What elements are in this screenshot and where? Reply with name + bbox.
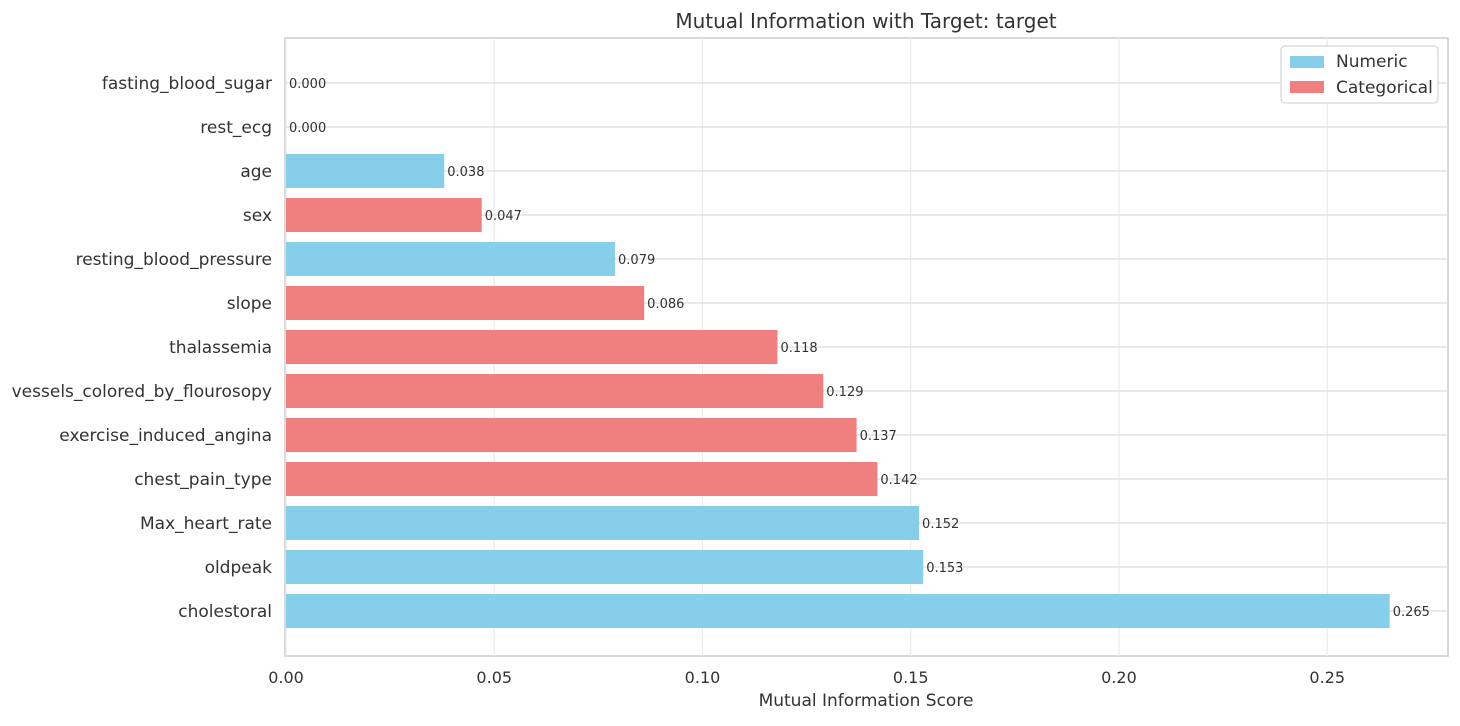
x-tick-label: 0.00 <box>268 668 304 687</box>
legend-label-categorical: Categorical <box>1336 78 1433 98</box>
x-tick-label: 0.25 <box>1309 668 1345 687</box>
y-tick-label: oldpeak <box>205 558 273 578</box>
legend: Numeric Categorical <box>1280 45 1439 104</box>
bar <box>286 462 878 496</box>
y-tick-label: thalassemia <box>169 338 272 358</box>
bar-value-label: 0.000 <box>289 77 326 92</box>
y-tick-label: age <box>240 162 272 182</box>
bar <box>286 242 616 276</box>
bar <box>286 506 920 540</box>
chart-title: Mutual Information with Target: target <box>675 9 1056 33</box>
bar-value-label: 0.038 <box>447 165 484 180</box>
y-tick-label: chest_pain_type <box>134 470 272 490</box>
bar-value-label: 0.079 <box>618 253 655 268</box>
y-tick-label: slope <box>227 294 272 314</box>
bar-value-label: 0.153 <box>926 561 963 576</box>
bar <box>286 550 924 584</box>
bar-value-label: 0.129 <box>826 385 863 400</box>
bar <box>286 418 857 452</box>
y-tick-label: vessels_colored_by_flourosopy <box>12 382 272 402</box>
bar <box>286 286 645 320</box>
bar <box>286 154 445 188</box>
y-tick-label: exercise_induced_angina <box>59 426 272 446</box>
x-tick-label: 0.20 <box>1101 668 1137 687</box>
y-tick-label: cholestoral <box>178 602 272 622</box>
axis-layer: 0.00 0.05 0.10 0.15 0.20 0.25 fasting_blood_su… <box>12 74 1345 687</box>
bar-value-label: 0.000 <box>289 121 326 136</box>
bar-value-label: 0.047 <box>485 209 522 224</box>
x-axis-label: Mutual Information Score <box>759 691 974 711</box>
y-tick-label: fasting_blood_sugar <box>102 74 272 94</box>
x-tick-label: 0.15 <box>893 668 929 687</box>
legend-swatch-numeric <box>1290 56 1324 68</box>
y-tick-label: resting_blood_pressure <box>76 250 272 270</box>
bar <box>286 330 778 364</box>
bar-value-label: 0.142 <box>880 473 917 488</box>
bar <box>286 198 482 232</box>
bar-value-label: 0.152 <box>922 517 959 532</box>
legend-label-numeric: Numeric <box>1336 52 1408 72</box>
bar <box>286 374 824 408</box>
legend-swatch-categorical <box>1290 81 1324 93</box>
y-tick-label: rest_ecg <box>200 118 272 138</box>
y-tick-label: Max_heart_rate <box>140 514 272 534</box>
bar-value-label: 0.118 <box>780 341 817 356</box>
bar <box>286 594 1390 628</box>
bar-value-label: 0.086 <box>647 297 684 312</box>
bar-value-label: 0.137 <box>860 429 897 444</box>
bar-value-label: 0.265 <box>1393 605 1430 620</box>
x-tick-label: 0.05 <box>476 668 512 687</box>
y-tick-label: sex <box>243 206 272 226</box>
bar-layer: 0.000 0.000 0.038 0.047 0.079 0.086 0.118 0.129… <box>286 77 1430 628</box>
x-tick-label: 0.10 <box>685 668 721 687</box>
